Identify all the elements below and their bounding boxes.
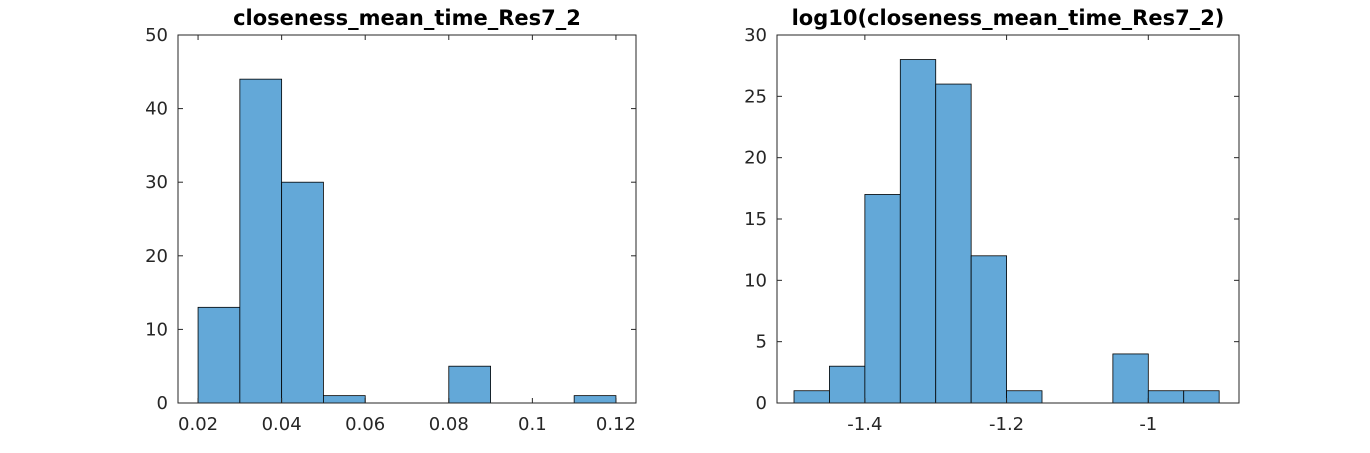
y-tick-label: 30 xyxy=(744,25,767,46)
histogram-bar xyxy=(1006,390,1043,404)
y-tick-label: 20 xyxy=(744,148,767,169)
x-tick-label: 0.02 xyxy=(178,414,218,435)
x-tick-label: 0.06 xyxy=(345,414,385,435)
histogram-bar xyxy=(1147,390,1185,404)
histogram-bar xyxy=(899,59,937,404)
histogram-bar xyxy=(448,365,491,404)
histogram-bar xyxy=(793,390,830,404)
histogram-bar xyxy=(573,395,617,404)
chart-title: log10(closeness_mean_time_Res7_2) xyxy=(792,6,1225,30)
bars-group xyxy=(197,78,617,404)
histogram-bar xyxy=(197,306,241,404)
x-tick-label: -1.2 xyxy=(989,414,1024,435)
histogram-bar xyxy=(935,83,972,404)
y-tick-label: 50 xyxy=(145,25,168,46)
histogram-bar xyxy=(239,78,283,404)
y-tick-label: 40 xyxy=(145,99,168,120)
histogram-bar xyxy=(970,255,1007,404)
x-tick-label: 0.12 xyxy=(596,414,636,435)
left-histogram: closeness_mean_time_Res7_2 0.02 0.04 0.06 0… xyxy=(145,6,637,435)
y-tick-label: 5 xyxy=(756,332,767,353)
y-tick-label: 30 xyxy=(145,172,168,193)
histogram-bar xyxy=(1183,390,1220,404)
y-tick-label: 10 xyxy=(744,270,767,291)
ticks-group: -1.4 -1.2 -1 0 5 10 15 20 25 30 xyxy=(744,25,1239,435)
x-tick-label: -1.4 xyxy=(847,414,882,435)
y-tick-label: 15 xyxy=(744,209,767,230)
histogram-bar xyxy=(1112,353,1149,404)
y-tick-label: 10 xyxy=(145,319,168,340)
x-tick-label: 0.04 xyxy=(262,414,302,435)
y-tick-label: 25 xyxy=(744,86,767,107)
histogram-bar xyxy=(829,365,866,404)
histogram-bar xyxy=(323,395,366,404)
x-tick-label: 0.1 xyxy=(518,414,547,435)
ticks-group: 0.02 0.04 0.06 0.08 0.1 0.12 0 10 20 30 40 50 xyxy=(145,25,636,435)
x-tick-label: -1 xyxy=(1139,414,1157,435)
axes-box xyxy=(776,34,1240,404)
bars-group xyxy=(793,59,1220,404)
axes-box xyxy=(177,34,637,404)
right-histogram: log10(closeness_mean_time_Res7_2) -1.4 -1… xyxy=(744,6,1240,435)
y-tick-label: 20 xyxy=(145,246,168,267)
chart-title: closeness_mean_time_Res7_2 xyxy=(233,6,581,30)
y-tick-label: 0 xyxy=(756,393,767,414)
y-tick-label: 0 xyxy=(157,393,168,414)
x-tick-label: 0.08 xyxy=(429,414,469,435)
histogram-bar xyxy=(281,181,324,404)
histogram-bar xyxy=(864,194,901,404)
